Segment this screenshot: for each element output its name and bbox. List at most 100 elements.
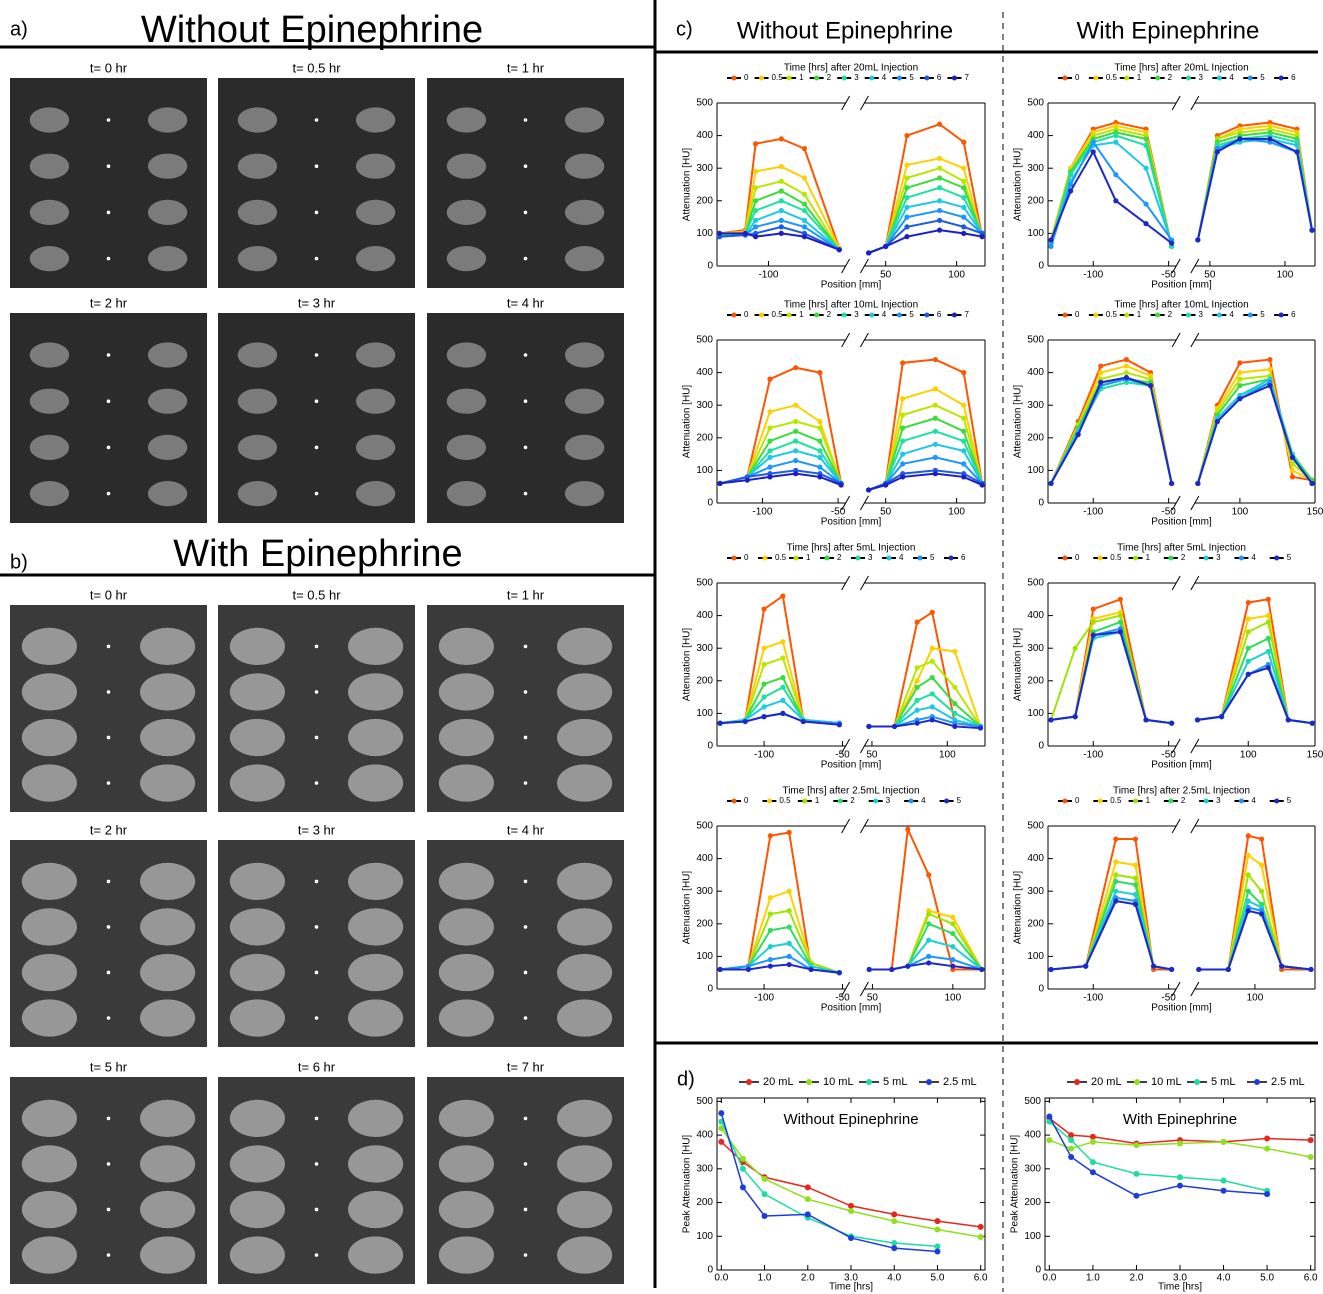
ct-region (355, 481, 396, 507)
profile-point (952, 684, 958, 690)
y-tick-label: 400 (696, 610, 713, 621)
legend-swatch (1194, 1079, 1200, 1085)
profile-point (780, 710, 786, 717)
ct-marker (314, 445, 319, 450)
profile-point (1245, 872, 1251, 878)
x-tick-label: -50 (1161, 270, 1176, 281)
axis-break (1171, 818, 1181, 834)
profile-line (1050, 140, 1173, 247)
profile-point (1237, 396, 1243, 402)
profile-point (1289, 467, 1296, 473)
legend-label: 2.5 mL (1271, 1076, 1305, 1088)
profile-point (1289, 461, 1296, 467)
ct-region (140, 862, 196, 901)
ct-region (147, 388, 188, 414)
profile-line (719, 225, 840, 251)
profile-point (780, 639, 786, 645)
profile-point (883, 482, 889, 488)
profile-point (936, 185, 943, 191)
time-label: t= 0.5 hr (292, 587, 341, 602)
y-tick-label: 100 (1027, 465, 1044, 476)
profile-point (1195, 480, 1201, 487)
profile-point (1196, 966, 1202, 973)
profile-point (1048, 480, 1054, 487)
legend-swatch (1168, 555, 1174, 561)
profile-line (1050, 620, 1172, 725)
profile-point (1308, 966, 1314, 973)
profile-point (767, 448, 773, 454)
profile-point (778, 230, 784, 236)
series-point (718, 1110, 725, 1117)
y-tick-label: 500 (1027, 335, 1044, 346)
ct-region (564, 342, 605, 368)
profile-point (1132, 862, 1139, 868)
profile-line (868, 469, 983, 491)
profile-point (1048, 717, 1054, 723)
profile-point (1265, 613, 1271, 619)
profile-point (961, 230, 967, 236)
ct-region (140, 908, 196, 946)
profile-line (869, 912, 983, 971)
legend-swatch (1238, 798, 1244, 804)
axis-break (1190, 981, 1200, 997)
legend-label: 20 mL (763, 1076, 794, 1088)
ct-region (446, 153, 487, 179)
series-point (891, 1218, 898, 1225)
ct-region (348, 953, 404, 992)
legend-swatch (869, 75, 875, 81)
y-tick-label: 300 (1027, 886, 1044, 897)
time-label: t= 4 hr (507, 295, 545, 310)
profile-point (904, 214, 910, 220)
profile-point (936, 198, 943, 204)
profile-point (1132, 836, 1139, 842)
ct-marker (314, 118, 319, 122)
x-tick-label: 5.0 (1260, 1273, 1274, 1284)
profile-point (952, 701, 958, 707)
legend-label: 2 (837, 553, 842, 562)
profile-point (936, 165, 943, 171)
legend-swatch (951, 312, 957, 318)
series-point (1133, 1142, 1140, 1149)
profile-line (720, 712, 840, 726)
axis-break (1171, 258, 1181, 274)
legend-label: 1 (815, 796, 820, 805)
y-tick-label: 200 (1027, 918, 1044, 929)
ct-region (355, 434, 396, 460)
profile-point (817, 418, 823, 425)
profile-line (719, 165, 841, 249)
legend-swatch (1155, 312, 1161, 318)
legend-label: 0 (1075, 73, 1080, 82)
profile-point (1169, 240, 1175, 246)
profile-point (929, 674, 935, 681)
profile-point (1265, 635, 1271, 642)
axis-break (1171, 738, 1181, 754)
x-tick-label: -50 (1161, 507, 1176, 518)
profile-point (752, 207, 759, 214)
axis-break (859, 495, 869, 511)
profile-line (720, 963, 840, 974)
profile-point (904, 224, 910, 230)
profile-point (1143, 136, 1149, 142)
legend-swatch (1062, 75, 1068, 81)
legend-label: 5 mL (883, 1076, 907, 1088)
profile-point (778, 163, 784, 170)
y-axis-label: Attenuation [HU] (1013, 628, 1024, 702)
ct-marker (314, 1116, 319, 1121)
profile-point (961, 461, 967, 467)
x-tick-label: -100 (1083, 507, 1103, 518)
ct-region (229, 908, 285, 946)
y-tick-label: 500 (696, 335, 713, 346)
series-point (1089, 1138, 1096, 1145)
legend-label: 0 (1075, 310, 1080, 319)
ct-region (446, 199, 487, 225)
profile-point (1245, 852, 1251, 858)
column-title: Without Epinephrine (737, 17, 953, 44)
ct-region (237, 481, 278, 507)
ct-region (140, 1145, 196, 1183)
y-tick-label: 500 (1027, 578, 1044, 589)
series-point (739, 1165, 746, 1172)
series-point (761, 1175, 768, 1182)
x-tick-label: 1.0 (1086, 1273, 1100, 1284)
profile-point (1048, 966, 1054, 973)
